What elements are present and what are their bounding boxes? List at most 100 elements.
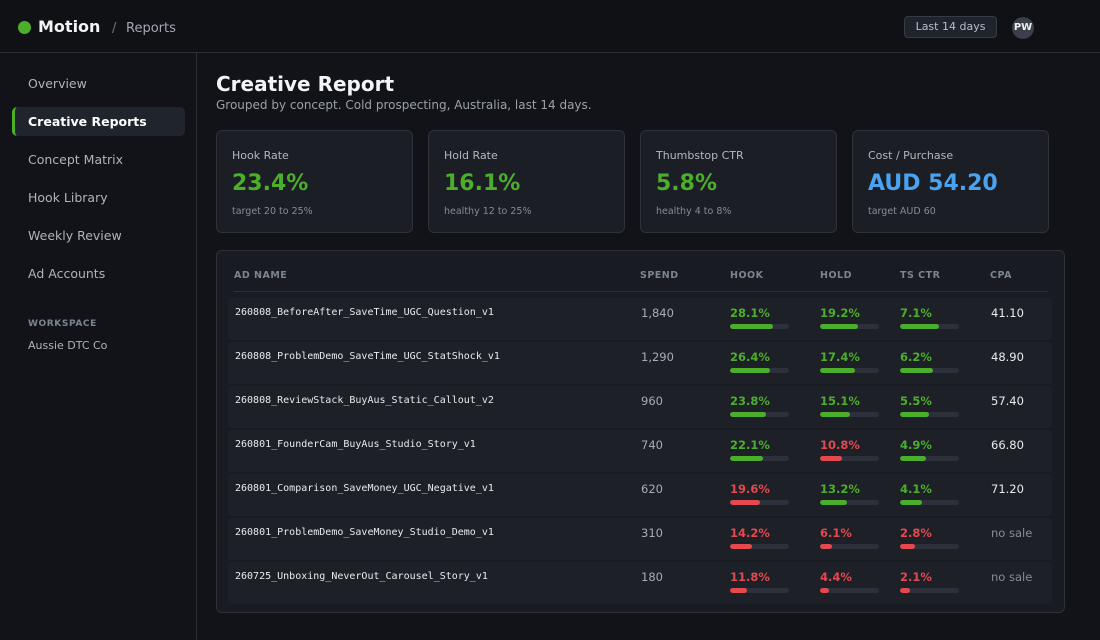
hook-bar-fill xyxy=(730,456,764,461)
hook-cell: 14.2% xyxy=(730,526,790,549)
hold-value: 17.4% xyxy=(820,350,860,364)
ctr-bar-track xyxy=(900,412,959,417)
ctr-cell: 2.8% xyxy=(900,526,960,549)
breadcrumb-separator: / xyxy=(112,21,117,36)
sidebar-item-creative-reports[interactable]: Creative Reports xyxy=(12,107,185,136)
table-row[interactable]: 260801_FounderCam_BuyAus_Studio_Story_v1… xyxy=(228,430,1052,472)
breadcrumb-reports[interactable]: Reports xyxy=(126,21,176,36)
hold-bar-fill xyxy=(820,368,855,373)
hold-cell: 19.2% xyxy=(820,306,880,329)
brand-name[interactable]: Motion xyxy=(38,17,101,36)
ad-name-cell[interactable]: 260725_Unboxing_NeverOut_Carousel_Story_… xyxy=(235,571,488,582)
hold-value: 19.2% xyxy=(820,306,860,320)
sidebar-item-overview[interactable]: Overview xyxy=(28,76,87,91)
column-header-hold[interactable]: HOLD xyxy=(820,270,852,281)
hook-bar-fill xyxy=(730,412,766,417)
ctr-bar-track xyxy=(900,324,959,329)
cpa-cell: no sale xyxy=(991,526,1033,540)
hook-value: 14.2% xyxy=(730,526,770,540)
kpi-label: Cost / Purchase xyxy=(868,149,954,162)
hook-value: 26.4% xyxy=(730,350,770,364)
hook-value: 28.1% xyxy=(730,306,770,320)
ctr-bar-fill xyxy=(900,588,911,593)
ad-name-cell[interactable]: 260808_ReviewStack_BuyAus_Static_Callout… xyxy=(235,395,494,406)
hold-bar-track xyxy=(820,588,879,593)
header-divider xyxy=(234,291,1048,292)
hook-bar-track xyxy=(730,456,789,461)
table-row[interactable]: 260725_Unboxing_NeverOut_Carousel_Story_… xyxy=(228,562,1052,604)
hold-bar-fill xyxy=(820,412,851,417)
cpa-cell: 66.80 xyxy=(991,438,1024,452)
hold-value: 13.2% xyxy=(820,482,860,496)
ctr-bar-track xyxy=(900,500,959,505)
kpi-value: 5.8% xyxy=(656,171,718,196)
workspace-name[interactable]: Aussie DTC Co xyxy=(28,339,108,352)
ad-name-cell[interactable]: 260808_BeforeAfter_SaveTime_UGC_Question… xyxy=(235,307,494,318)
ad-name-cell[interactable]: 260801_ProblemDemo_SaveMoney_Studio_Demo… xyxy=(235,527,494,538)
column-header-ts-ctr[interactable]: TS CTR xyxy=(900,270,941,281)
ctr-cell: 6.2% xyxy=(900,350,960,373)
hook-cell: 19.6% xyxy=(730,482,790,505)
ctr-value: 4.1% xyxy=(900,482,932,496)
sidebar-item-ad-accounts[interactable]: Ad Accounts xyxy=(28,266,106,281)
ctr-bar-fill xyxy=(900,456,926,461)
hook-value: 11.8% xyxy=(730,570,770,584)
ad-name-cell[interactable]: 260801_FounderCam_BuyAus_Studio_Story_v1 xyxy=(235,439,476,450)
hook-bar-track xyxy=(730,588,789,593)
column-header-hook[interactable]: HOOK xyxy=(730,270,764,281)
ctr-value: 7.1% xyxy=(900,306,932,320)
sidebar-item-hook-library[interactable]: Hook Library xyxy=(28,190,108,205)
hook-bar-track xyxy=(730,324,789,329)
hold-bar-fill xyxy=(820,500,848,505)
ctr-value: 5.5% xyxy=(900,394,932,408)
avatar[interactable]: PW xyxy=(1012,17,1034,39)
hold-bar-track xyxy=(820,324,879,329)
table-row[interactable]: 260801_Comparison_SaveMoney_UGC_Negative… xyxy=(228,474,1052,516)
hold-cell: 10.8% xyxy=(820,438,880,461)
ad-name-cell[interactable]: 260808_ProblemDemo_SaveTime_UGC_StatShoc… xyxy=(235,351,500,362)
date-range-button[interactable]: Last 14 days xyxy=(904,16,997,38)
hold-cell: 17.4% xyxy=(820,350,880,373)
hook-bar-track xyxy=(730,544,789,549)
table-row[interactable]: 260808_ProblemDemo_SaveTime_UGC_StatShoc… xyxy=(228,342,1052,384)
spend-cell: 620 xyxy=(641,482,663,496)
column-header-spend[interactable]: SPEND xyxy=(640,270,679,281)
hold-bar-track xyxy=(820,500,879,505)
kpi-note: healthy 12 to 25% xyxy=(444,206,532,217)
column-header-ad-name[interactable]: AD NAME xyxy=(234,270,288,281)
ctr-bar-track xyxy=(900,456,959,461)
table-row[interactable]: 260808_BeforeAfter_SaveTime_UGC_Question… xyxy=(228,298,1052,340)
kpi-value: 16.1% xyxy=(444,171,521,196)
sidebar-item-weekly-review[interactable]: Weekly Review xyxy=(28,228,122,243)
ctr-bar-track xyxy=(900,544,959,549)
hold-bar-fill xyxy=(820,324,858,329)
ctr-bar-track xyxy=(900,588,959,593)
spend-cell: 180 xyxy=(641,570,663,584)
creative-table: AD NAME SPEND HOOK HOLD TS CTR CPA 26080… xyxy=(216,250,1065,613)
spend-cell: 740 xyxy=(641,438,663,452)
ctr-value: 2.8% xyxy=(900,526,932,540)
hook-cell: 23.8% xyxy=(730,394,790,417)
hook-bar-track xyxy=(730,500,789,505)
table-row[interactable]: 260808_ReviewStack_BuyAus_Static_Callout… xyxy=(228,386,1052,428)
sidebar-item-concept-matrix[interactable]: Concept Matrix xyxy=(28,152,124,167)
hold-bar-fill xyxy=(820,588,829,593)
ctr-cell: 2.1% xyxy=(900,570,960,593)
kpi-value: 23.4% xyxy=(232,171,309,196)
hook-bar-track xyxy=(730,412,789,417)
column-header-cpa[interactable]: CPA xyxy=(990,270,1012,281)
table-row[interactable]: 260801_ProblemDemo_SaveMoney_Studio_Demo… xyxy=(228,518,1052,560)
ad-name-cell[interactable]: 260801_Comparison_SaveMoney_UGC_Negative… xyxy=(235,483,494,494)
hold-value: 4.4% xyxy=(820,570,852,584)
ctr-bar-track xyxy=(900,368,959,373)
ctr-bar-fill xyxy=(900,412,929,417)
ctr-value: 6.2% xyxy=(900,350,932,364)
hold-cell: 4.4% xyxy=(820,570,880,593)
page-title: Creative Report xyxy=(216,72,395,96)
hold-cell: 6.1% xyxy=(820,526,880,549)
hook-bar-fill xyxy=(730,324,774,329)
hook-cell: 26.4% xyxy=(730,350,790,373)
ctr-value: 4.9% xyxy=(900,438,932,452)
hook-cell: 11.8% xyxy=(730,570,790,593)
hook-cell: 22.1% xyxy=(730,438,790,461)
